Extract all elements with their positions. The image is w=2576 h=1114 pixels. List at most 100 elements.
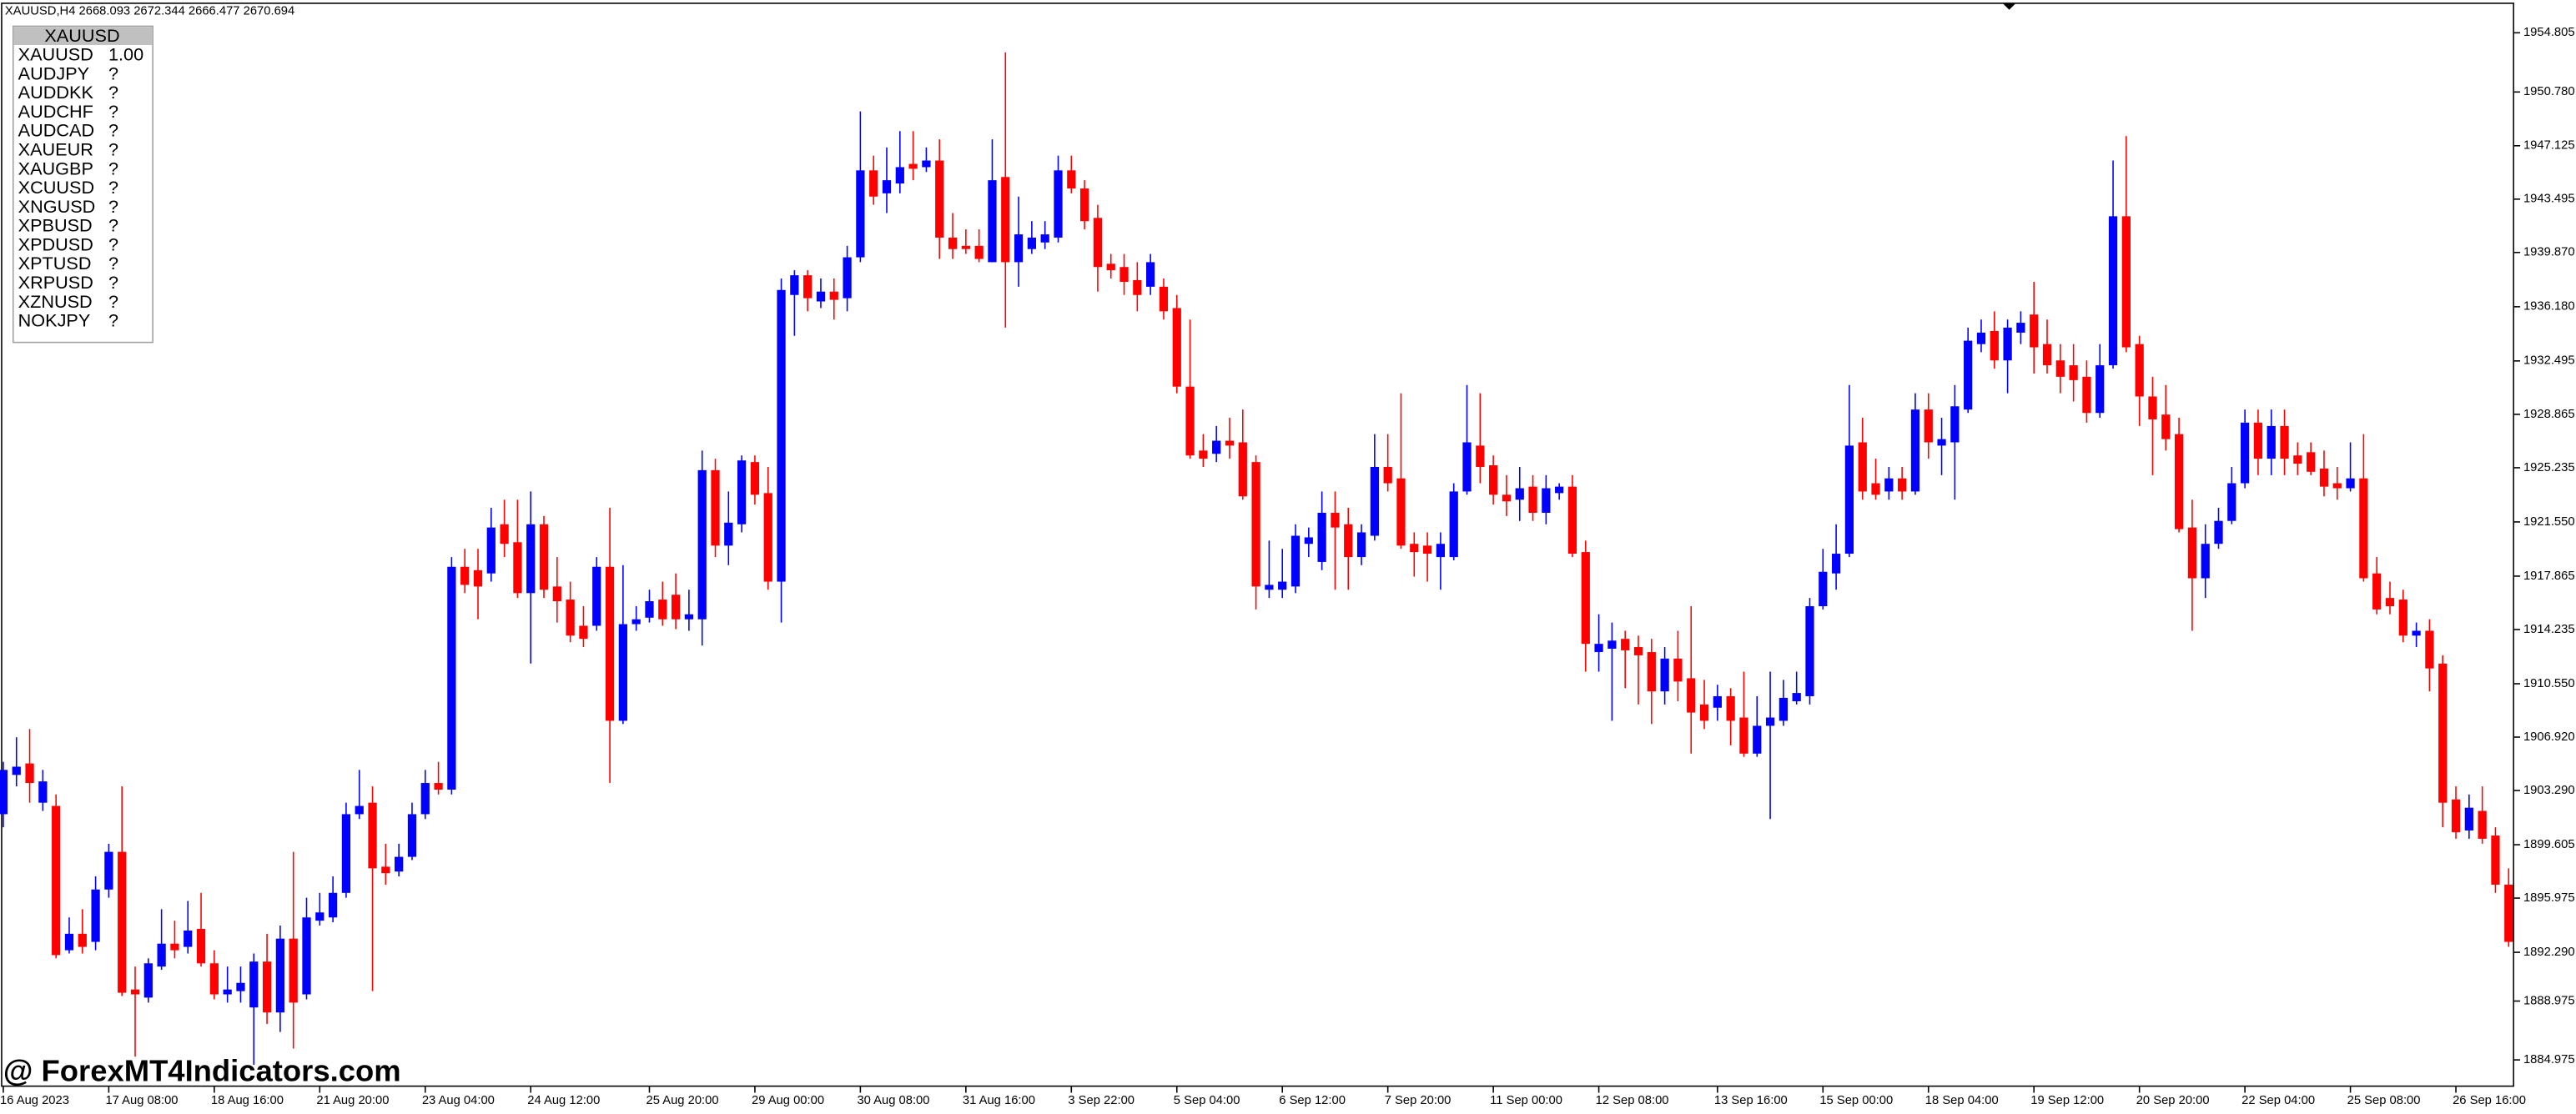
candle-body — [1185, 386, 1195, 456]
candle-body — [1924, 409, 1933, 443]
x-tick-label: 25 Sep 08:00 — [2347, 1094, 2421, 1107]
candle-body — [2332, 483, 2342, 489]
watermark: @ ForexMT4Indicators.com — [3, 1054, 401, 1088]
candle-body — [1278, 581, 1287, 590]
candle-body — [961, 245, 970, 249]
candle-body — [38, 781, 48, 803]
candle-body — [1238, 442, 1247, 497]
candle-body — [552, 586, 561, 602]
candle-body — [486, 527, 496, 574]
candle-body — [1937, 439, 1946, 446]
candle-body — [447, 566, 456, 790]
table-value: ? — [108, 82, 118, 103]
candle-body — [526, 524, 536, 594]
axes: 1954.805 1950.780 1947.125 1943.495 1939.870… — [0, 26, 2575, 1107]
table-symbol: AUDCAD — [18, 120, 94, 141]
candle-body — [2451, 799, 2461, 833]
candle-body — [2096, 365, 2105, 414]
candle-body — [262, 961, 272, 1013]
table-value: ? — [108, 101, 118, 122]
candle-body — [2187, 527, 2197, 579]
table-symbol: XPTUSD — [18, 253, 92, 273]
candle-body — [882, 180, 892, 193]
candle-body — [592, 566, 601, 626]
candle-body — [1647, 652, 1656, 692]
candle-body — [236, 982, 245, 991]
x-tick-label: 21 Aug 20:00 — [316, 1094, 389, 1107]
candle-body — [1383, 466, 1392, 484]
candle-body — [2227, 483, 2236, 521]
candle-body — [1990, 330, 1999, 361]
candle-body — [2003, 327, 2012, 361]
candle-body — [1265, 585, 1274, 590]
candle-body — [420, 783, 430, 815]
candle-body — [315, 912, 325, 921]
y-tick-label: 1892.290 — [2523, 946, 2575, 959]
candle-body — [2359, 478, 2368, 579]
candle-body — [1067, 170, 1076, 189]
candle-body — [2108, 216, 2118, 366]
candle-body — [843, 257, 852, 299]
candle-body — [1753, 725, 1762, 754]
x-tick-label: 25 Aug 20:00 — [647, 1094, 719, 1107]
x-tick-label: 23 Aug 04:00 — [422, 1094, 495, 1107]
candle-body — [2135, 344, 2144, 397]
candle-body — [763, 493, 772, 582]
candle-body — [64, 933, 74, 951]
candle-body — [1976, 332, 1986, 344]
candle-body — [2372, 573, 2382, 610]
candle-body — [368, 802, 377, 869]
candle-body — [856, 170, 865, 258]
candle-body — [579, 625, 588, 640]
candle-body — [566, 600, 575, 636]
candle-body — [2438, 663, 2448, 803]
candle-body — [711, 469, 720, 546]
candle-body — [0, 770, 8, 815]
candle-body — [2398, 600, 2407, 636]
x-tick-label: 12 Sep 08:00 — [1596, 1094, 1669, 1107]
candle-body — [12, 766, 21, 775]
candle-body — [974, 245, 984, 259]
table-title: XAUUSD — [44, 25, 119, 46]
candle-body — [908, 163, 918, 169]
candle-body — [1133, 279, 1142, 295]
candle-body — [1396, 478, 1406, 546]
x-tick-label: 24 Aug 12:00 — [527, 1094, 600, 1107]
table-value: ? — [108, 196, 118, 217]
candle-body — [605, 566, 615, 721]
candle-body — [2491, 836, 2500, 885]
candle-body — [473, 570, 483, 587]
y-tick-label: 1950.780 — [2523, 85, 2575, 98]
candle-body — [91, 889, 100, 942]
candle-body — [381, 866, 390, 874]
candle-body — [1555, 486, 1564, 494]
y-tick-label: 1895.975 — [2523, 891, 2575, 905]
table-value: ? — [108, 63, 118, 83]
candle-body — [935, 160, 944, 238]
candle-body — [289, 938, 298, 1003]
table-symbol: AUDJPY — [18, 63, 89, 83]
candle-body — [1581, 552, 1590, 645]
plot-frame — [1, 3, 2514, 1087]
candle-body — [697, 469, 707, 620]
candle-body — [790, 275, 799, 295]
x-tick-label: 3 Sep 22:00 — [1068, 1094, 1135, 1107]
candle-body — [1858, 442, 1867, 492]
x-tick-label: 18 Aug 16:00 — [211, 1094, 284, 1107]
candle-body — [803, 275, 813, 299]
chart-header: XAUUSD,H4 2668.093 2672.344 2666.477 267… — [5, 5, 294, 18]
y-tick-label: 1884.975 — [2523, 1053, 2575, 1066]
x-tick-label: 19 Sep 12:00 — [2030, 1094, 2104, 1107]
candle-body — [223, 989, 232, 995]
candle-body — [1344, 524, 1353, 558]
table-symbol: XCUUSD — [18, 177, 94, 198]
candle-body — [1001, 177, 1010, 263]
table-symbol: AUDCHF — [18, 101, 93, 122]
candle-body — [1898, 478, 1907, 492]
candle-body — [869, 170, 878, 197]
table-symbol: XAUUSD — [18, 44, 93, 65]
candle-body — [1119, 267, 1129, 283]
